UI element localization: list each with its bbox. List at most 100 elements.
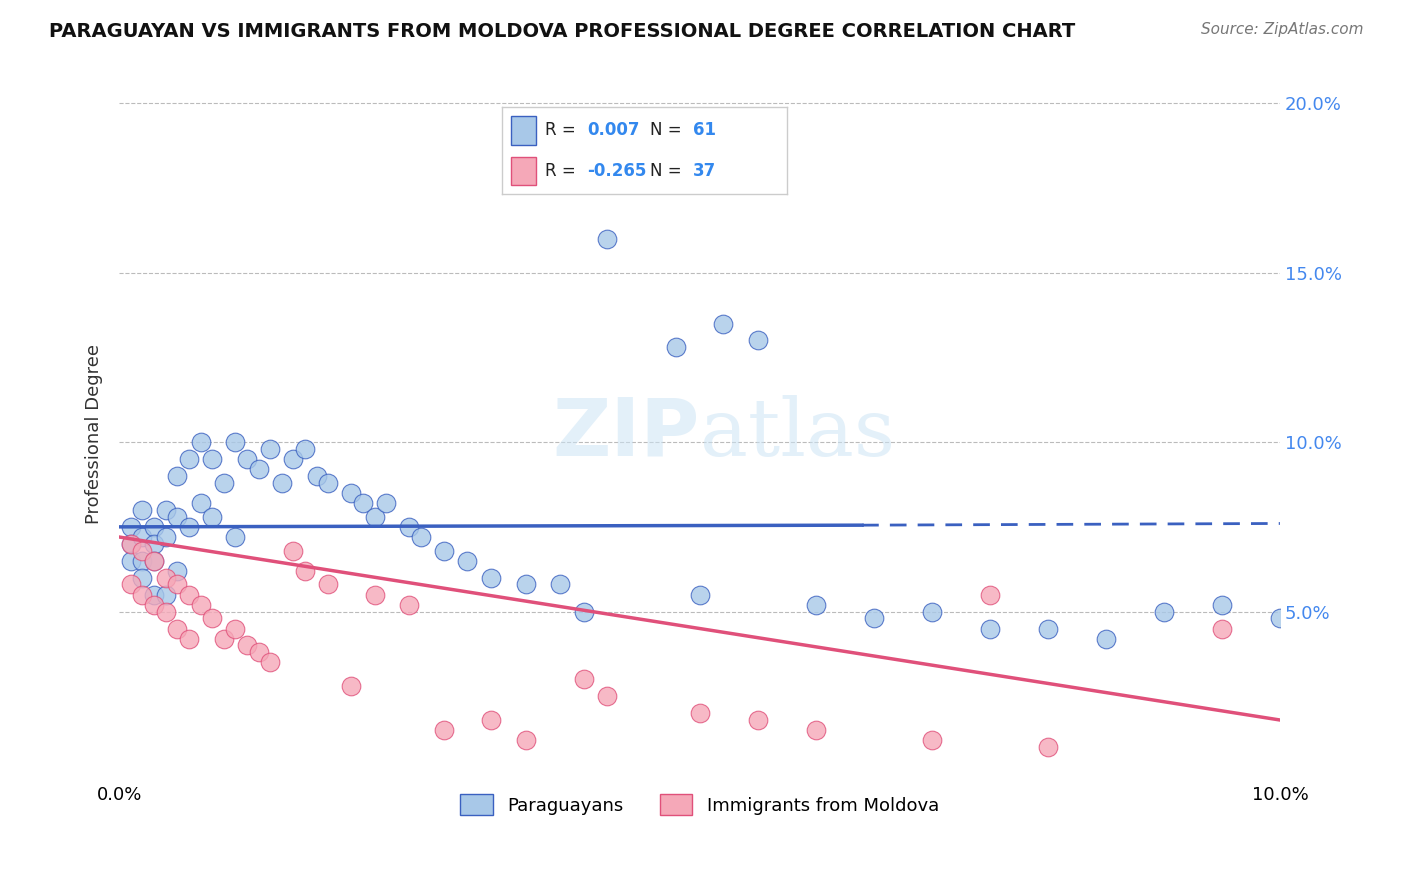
Point xyxy=(689,588,711,602)
Text: ZIP: ZIP xyxy=(553,394,700,473)
Point xyxy=(166,469,188,483)
Y-axis label: Professional Degree: Professional Degree xyxy=(86,343,103,524)
Point xyxy=(247,645,270,659)
Point xyxy=(294,442,316,456)
Point xyxy=(1211,622,1233,636)
Point xyxy=(259,442,281,456)
Point xyxy=(456,554,478,568)
Point xyxy=(294,564,316,578)
Point xyxy=(155,588,177,602)
Point xyxy=(131,588,153,602)
Point xyxy=(1036,622,1059,636)
Text: Source: ZipAtlas.com: Source: ZipAtlas.com xyxy=(1201,22,1364,37)
Point xyxy=(247,462,270,476)
Point xyxy=(143,537,166,551)
Point xyxy=(120,537,142,551)
Point xyxy=(921,733,943,747)
Point xyxy=(236,639,259,653)
Point xyxy=(236,452,259,467)
Point xyxy=(143,520,166,534)
Point xyxy=(747,334,769,348)
Legend: Paraguayans, Immigrants from Moldova: Paraguayans, Immigrants from Moldova xyxy=(451,785,948,824)
Point xyxy=(689,706,711,721)
Point xyxy=(316,475,339,490)
Point xyxy=(352,496,374,510)
Point xyxy=(398,520,420,534)
Point xyxy=(363,509,385,524)
Point xyxy=(1153,605,1175,619)
Point xyxy=(979,588,1001,602)
Point xyxy=(479,713,502,727)
Point xyxy=(177,452,200,467)
Point xyxy=(316,577,339,591)
Point xyxy=(143,588,166,602)
Point xyxy=(201,509,224,524)
Point xyxy=(224,622,246,636)
Text: PARAGUAYAN VS IMMIGRANTS FROM MOLDOVA PROFESSIONAL DEGREE CORRELATION CHART: PARAGUAYAN VS IMMIGRANTS FROM MOLDOVA PR… xyxy=(49,22,1076,41)
Point xyxy=(120,554,142,568)
Point xyxy=(120,520,142,534)
Point xyxy=(340,486,363,500)
Point xyxy=(921,605,943,619)
Point xyxy=(190,598,212,612)
Point xyxy=(224,530,246,544)
Point xyxy=(363,588,385,602)
Point xyxy=(143,554,166,568)
Point xyxy=(596,232,619,246)
Point xyxy=(224,435,246,450)
Point xyxy=(166,509,188,524)
Point xyxy=(155,503,177,517)
Point xyxy=(131,554,153,568)
Point xyxy=(572,605,595,619)
Point xyxy=(283,543,305,558)
Point xyxy=(131,571,153,585)
Point xyxy=(1292,249,1315,263)
Point xyxy=(177,632,200,646)
Point xyxy=(131,530,153,544)
Point xyxy=(155,571,177,585)
Point xyxy=(166,622,188,636)
Point xyxy=(398,598,420,612)
Point xyxy=(433,723,456,738)
Point xyxy=(155,605,177,619)
Point xyxy=(201,611,224,625)
Point xyxy=(1211,598,1233,612)
Point xyxy=(177,520,200,534)
Point xyxy=(270,475,292,490)
Point xyxy=(131,503,153,517)
Point xyxy=(375,496,398,510)
Point xyxy=(433,543,456,558)
Point xyxy=(747,713,769,727)
Point xyxy=(131,543,153,558)
Point xyxy=(596,690,619,704)
Text: atlas: atlas xyxy=(700,394,894,473)
Point xyxy=(166,577,188,591)
Point xyxy=(177,588,200,602)
Point xyxy=(409,530,432,544)
Point xyxy=(804,598,827,612)
Point xyxy=(143,554,166,568)
Point xyxy=(515,733,537,747)
Point xyxy=(155,530,177,544)
Point xyxy=(665,340,688,354)
Point xyxy=(212,475,235,490)
Point xyxy=(212,632,235,646)
Point xyxy=(979,622,1001,636)
Point xyxy=(201,452,224,467)
Point xyxy=(862,611,884,625)
Point xyxy=(190,496,212,510)
Point xyxy=(515,577,537,591)
Point xyxy=(305,469,328,483)
Point xyxy=(166,564,188,578)
Point xyxy=(1036,740,1059,755)
Point xyxy=(572,673,595,687)
Point xyxy=(804,723,827,738)
Point xyxy=(711,317,734,331)
Point xyxy=(120,537,142,551)
Point xyxy=(340,679,363,693)
Point xyxy=(283,452,305,467)
Point xyxy=(550,577,572,591)
Point xyxy=(1268,611,1291,625)
Point xyxy=(1095,632,1118,646)
Point xyxy=(190,435,212,450)
